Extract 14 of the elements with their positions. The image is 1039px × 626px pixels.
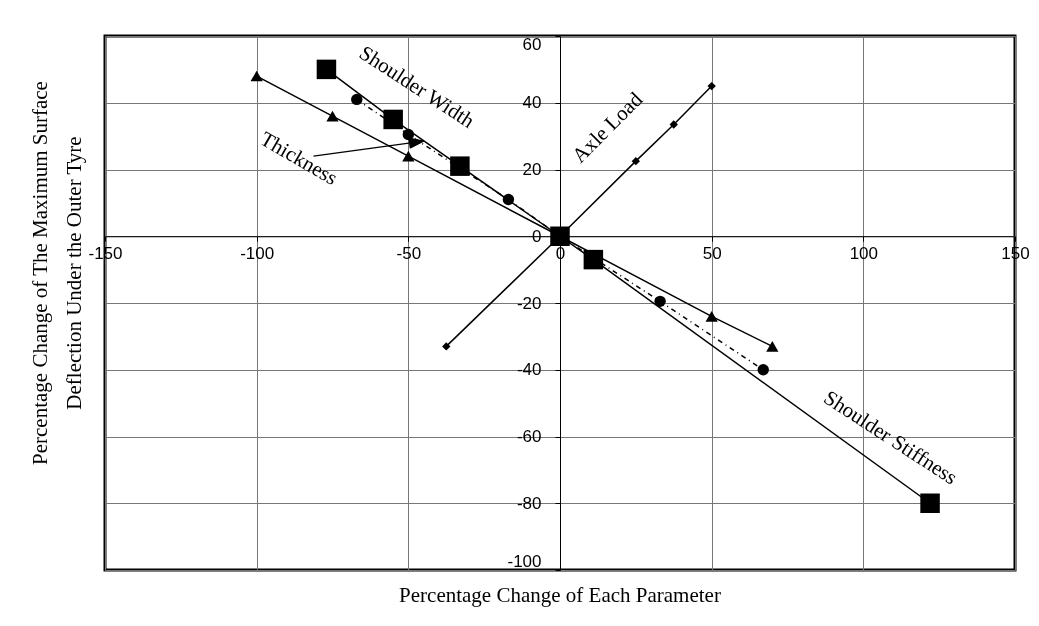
y-tick-label: 20 bbox=[522, 160, 542, 179]
x-tick-label: -50 bbox=[396, 243, 422, 263]
y-tick-label: -80 bbox=[516, 493, 542, 513]
y-tick-label: -100 bbox=[507, 551, 542, 571]
y-tick-label: 40 bbox=[522, 93, 542, 113]
x-tick-label: 100 bbox=[849, 243, 879, 263]
y-tick-label: -60 bbox=[516, 427, 542, 446]
y-tick-label: -20 bbox=[516, 293, 542, 313]
x-axis-title: Percentage Change of Each Parameter bbox=[399, 583, 721, 607]
y-tick-label: -40 bbox=[516, 360, 542, 380]
y-axis-title: Percentage Change of The Maximum Surface Deflection Under the Outer Tyre bbox=[28, 81, 86, 465]
y-tick-label: 60 bbox=[522, 34, 542, 54]
x-tick-label: 50 bbox=[702, 243, 722, 263]
x-tick-label: -100 bbox=[240, 243, 275, 263]
